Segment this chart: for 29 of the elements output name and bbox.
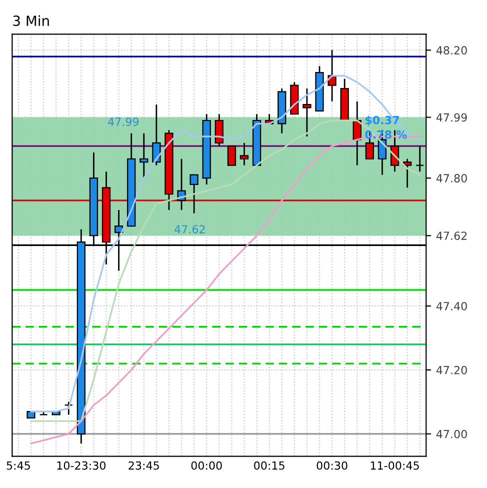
candlestick [214,113,224,147]
candlestick [402,158,412,188]
y-tick-label: 47.99 [436,113,467,122]
candlestick [64,401,73,416]
x-tick-label: 23:45 [128,461,159,470]
x-tick-label: 00:30 [316,461,348,470]
y-tick-label: 47.20 [436,366,467,374]
annotation: 47.62 [174,225,205,234]
candlestick [328,49,336,102]
candlestick [140,132,148,179]
annotation: 47.99 [108,118,139,126]
candlestick [302,88,312,138]
candlestick [416,145,424,172]
annotation: $0.37 [366,116,399,126]
candlestick [240,142,249,166]
chart-title: 3 Min [13,15,49,26]
x-tick-label: 10-23:30 [57,461,106,470]
y-tick-label: 47.62 [436,232,467,240]
x-tick-label: 00:00 [191,461,222,470]
y-tick-label: 48.20 [436,46,467,55]
x-tick-label: 5:45 [6,461,30,470]
candlestick [190,174,198,214]
candlestick [227,146,236,166]
y-tick-label: 47.00 [436,430,467,438]
y-tick-label: 47.80 [436,174,467,182]
y-tick-label: 47.40 [436,302,467,310]
x-tick-label: 11-00:45 [370,461,419,470]
x-tick-label: 00:15 [254,461,284,470]
line-series [30,74,421,412]
